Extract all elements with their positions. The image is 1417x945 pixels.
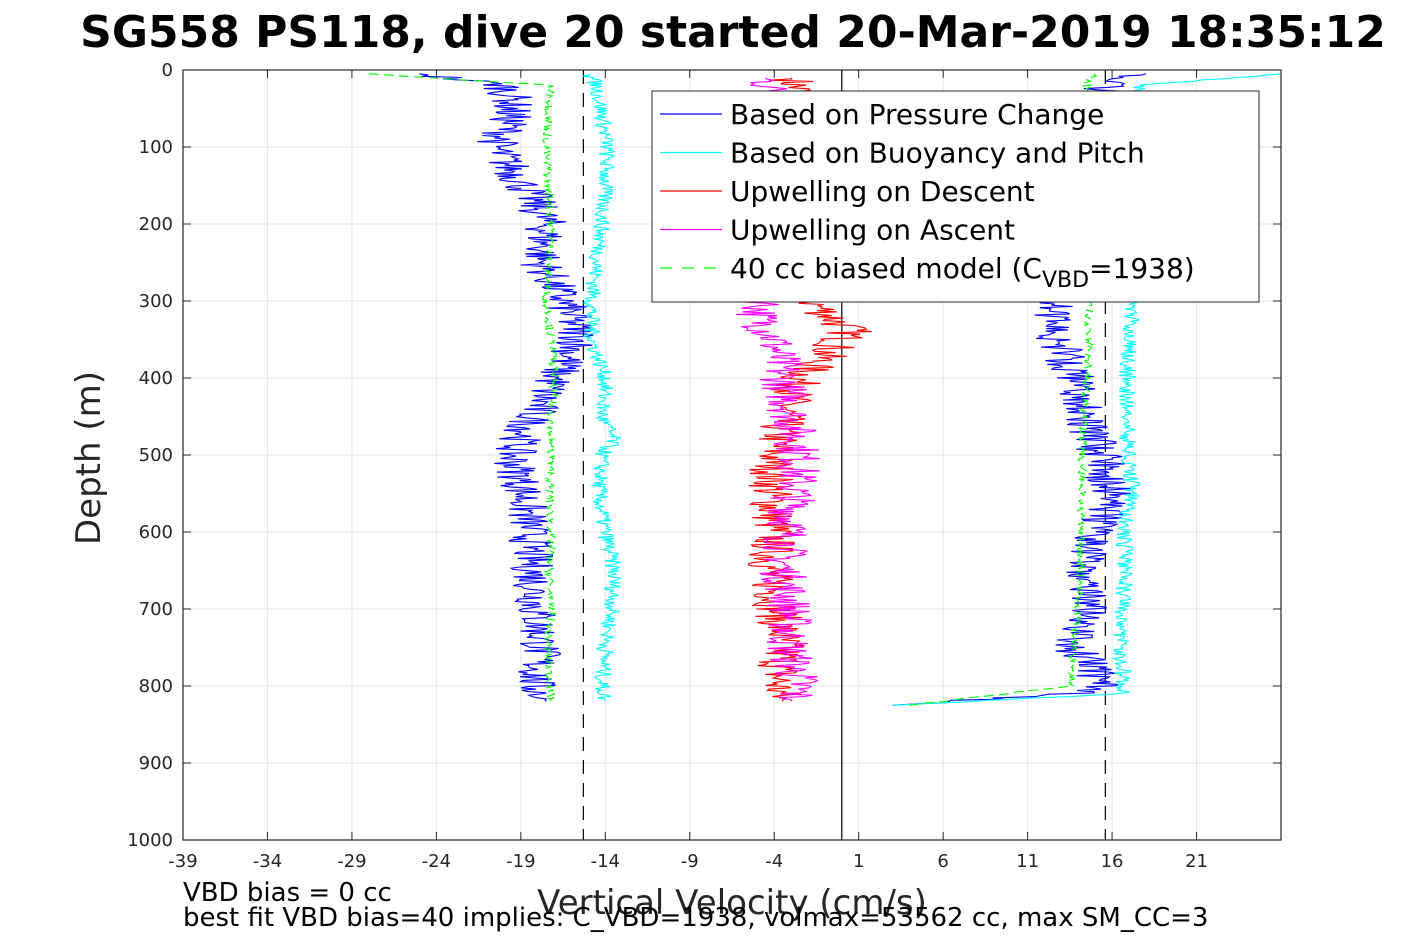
best-fit-note: best fit VBD bias=40 implies: C_VBD=1938… <box>183 903 1209 933</box>
y-tick-label: 1000 <box>127 830 173 851</box>
y-tick-label: 0 <box>162 60 173 81</box>
legend-label: 40 cc biased model (CVBD=1938) <box>730 252 1195 293</box>
y-tick-label: 500 <box>139 445 173 466</box>
x-tick-label: 21 <box>1185 851 1208 872</box>
legend-label: Upwelling on Descent <box>730 175 1035 208</box>
x-tick-label: -34 <box>253 851 282 872</box>
x-tick-label: 6 <box>937 851 948 872</box>
x-tick-label: 1 <box>853 851 864 872</box>
y-axis-ticks: 0 100 200 300 400 500 600 700 800 900 1000 <box>127 60 1281 851</box>
y-tick-label: 900 <box>139 753 173 774</box>
y-tick-label: 700 <box>139 599 173 620</box>
legend: Based on Pressure Change Based on Buoyanc… <box>651 90 1260 303</box>
series-4 <box>368 73 1098 706</box>
x-tick-label: -9 <box>681 851 699 872</box>
legend-box <box>651 90 1260 303</box>
series-line <box>419 73 594 702</box>
y-tick-label: 800 <box>139 676 173 697</box>
y-tick-label: 600 <box>139 522 173 543</box>
x-tick-label: 16 <box>1101 851 1124 872</box>
x-tick-label: -24 <box>422 851 451 872</box>
legend-label: Based on Buoyancy and Pitch <box>730 137 1145 170</box>
x-tick-label: -4 <box>765 851 783 872</box>
x-tick-label: -19 <box>506 851 535 872</box>
y-tick-label: 100 <box>139 137 173 158</box>
x-axis-label: Vertical Velocity (cm/s) <box>537 883 927 923</box>
x-tick-label: 11 <box>1016 851 1039 872</box>
y-axis-label: Depth (m) <box>69 371 109 545</box>
x-axis-ticks: -39 -34 -29 -24 -19 -14 -9 -4 1 6 11 16 21 <box>168 70 1208 872</box>
series-line <box>909 73 1098 706</box>
y-tick-label: 300 <box>139 291 173 312</box>
y-tick-label: 200 <box>139 214 173 235</box>
legend-label: Based on Pressure Change <box>730 98 1104 131</box>
chart-title: SG558 PS118, dive 20 started 20-Mar-2019… <box>80 7 1386 58</box>
series-line <box>368 73 560 702</box>
x-tick-label: -39 <box>168 851 197 872</box>
series-line <box>582 73 622 702</box>
legend-label: Upwelling on Ascent <box>730 214 1015 247</box>
x-tick-label: -14 <box>591 851 620 872</box>
y-tick-label: 400 <box>139 368 173 389</box>
x-tick-label: -29 <box>337 851 366 872</box>
vbd-bias-note: VBD bias = 0 cc <box>183 878 392 908</box>
